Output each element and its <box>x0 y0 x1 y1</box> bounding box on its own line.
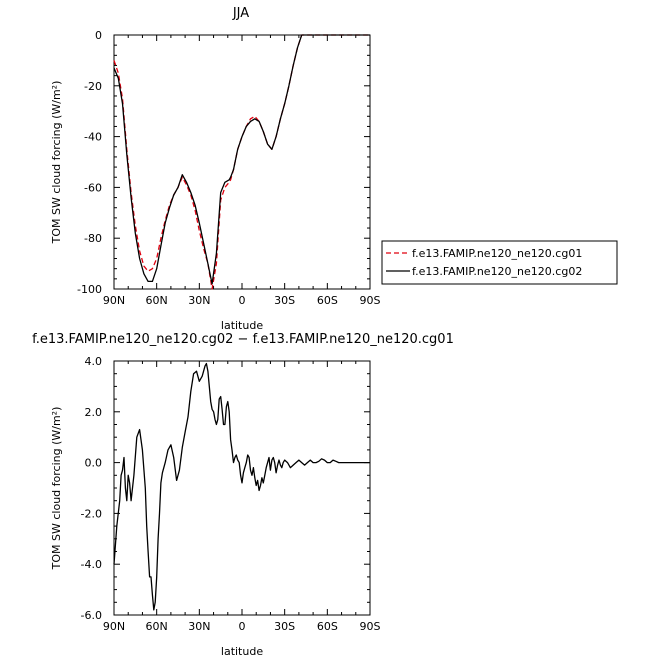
bottom-series <box>113 362 370 611</box>
y-tick-label: 2.0 <box>85 406 103 419</box>
legend-label-cg02: f.e13.FAMIP.ne120_ne120.cg02 <box>412 265 582 278</box>
legend: f.e13.FAMIP.ne120_ne120.cg01 f.e13.FAMIP… <box>381 240 618 285</box>
bottom-plot-frame <box>113 360 371 616</box>
x-tick-label: 0 <box>239 294 246 307</box>
y-tick-label: -4.0 <box>81 558 102 571</box>
top-panel: JJA 90N 60N 30N 0 30S 60S 90S 0 -20 -40 -60 -80 -100… <box>50 6 381 332</box>
x-tick-label: 90N <box>103 294 125 307</box>
top-x-axis-label: latitude <box>221 319 263 332</box>
legend-box <box>381 240 618 285</box>
top-plot-frame <box>113 34 371 290</box>
top-ticks: 90N 60N 30N 0 30S 60S 90S 0 -20 -40 -60 -80 -100 <box>77 29 380 307</box>
y-tick-label: -6.0 <box>81 609 102 622</box>
bottom-ticks: 90N 60N 30N 0 30S 60S 90S 4.0 2.0 0.0 -2.0 -4.0 -6.0 <box>81 355 381 633</box>
x-tick-label: 30N <box>188 294 210 307</box>
x-tick-label: 30S <box>274 620 295 633</box>
y-tick-label: -100 <box>77 283 102 296</box>
top-y-axis-label: TOM SW cloud forcing (W/m²) <box>50 81 63 245</box>
bottom-x-axis-label: latitude <box>221 645 263 658</box>
y-tick-label: 0.0 <box>85 457 103 470</box>
bottom-y-axis-label: TOM SW cloud forcing (W/m²) <box>50 407 63 571</box>
x-tick-label: 60N <box>146 620 168 633</box>
y-tick-label: -2.0 <box>81 507 102 520</box>
y-tick-label: -40 <box>84 131 102 144</box>
x-tick-label: 0 <box>239 620 246 633</box>
x-tick-label: 30N <box>188 620 210 633</box>
top-title: JJA <box>232 6 249 21</box>
x-tick-label: 90S <box>360 294 381 307</box>
x-tick-label: 60S <box>317 294 338 307</box>
top-series <box>113 34 370 290</box>
x-tick-label: 30S <box>274 294 295 307</box>
x-tick-label: 90N <box>103 620 125 633</box>
series-line-cg01 <box>113 34 370 290</box>
y-tick-label: 4.0 <box>85 355 103 368</box>
x-tick-label: 60S <box>317 620 338 633</box>
y-tick-label: 0 <box>95 29 102 42</box>
y-tick-label: -60 <box>84 181 102 194</box>
bottom-panel: f.e13.FAMIP.ne120_ne120.cg02 − f.e13.FAM… <box>32 332 454 658</box>
bottom-title: f.e13.FAMIP.ne120_ne120.cg02 − f.e13.FAM… <box>32 332 454 347</box>
series-line-cg02 <box>113 34 370 285</box>
y-tick-label: -80 <box>84 232 102 245</box>
legend-label-cg01: f.e13.FAMIP.ne120_ne120.cg01 <box>412 247 582 260</box>
x-tick-label: 60N <box>146 294 168 307</box>
y-tick-label: -20 <box>84 80 102 93</box>
series-line-difference <box>113 362 370 611</box>
x-tick-label: 90S <box>360 620 381 633</box>
